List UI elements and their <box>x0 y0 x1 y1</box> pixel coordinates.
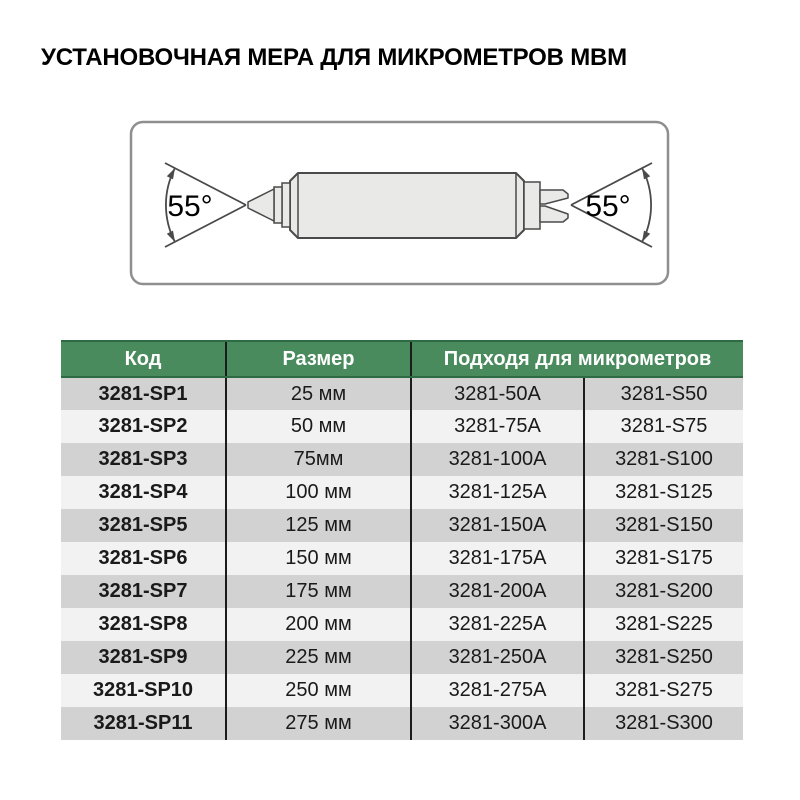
left-angle-lower-line <box>164 204 247 248</box>
size-cell: 125 мм <box>225 509 411 542</box>
left-step-ring-outer <box>281 182 291 228</box>
table-row: 3281-SP11 275 мм 3281-300A 3281-S300 <box>61 707 744 740</box>
micrometer-a-cell: 3281-125A <box>410 476 584 509</box>
micrometer-a-cell: 3281-175A <box>410 542 584 575</box>
table-row: 3281-SP6 150 мм 3281-175A 3281-S175 <box>61 542 744 575</box>
micrometer-a-cell: 3281-50A <box>410 377 584 410</box>
right-arc-bottom-arrow-icon <box>642 230 651 242</box>
left-arc-top-arrow-icon <box>166 168 175 180</box>
micrometer-s-cell: 3281-S175 <box>582 542 744 575</box>
fork-bottom-prong <box>539 205 569 223</box>
right-angle-upper-line <box>570 162 653 206</box>
header-size: Размер <box>225 340 411 378</box>
micrometer-s-cell: 3281-S50 <box>582 377 744 410</box>
micrometer-a-cell: 3281-300A <box>410 707 584 740</box>
header-micrometers: Подходя для микрометров <box>409 340 744 378</box>
micrometer-a-cell: 3281-75A <box>410 410 584 443</box>
code-cell: 3281-SP3 <box>61 443 226 476</box>
size-cell: 100 мм <box>225 476 411 509</box>
setting-standard-diagram: 55° 55° <box>120 110 680 290</box>
table-header-row: Код Размер Подходя для микрометров <box>61 340 744 378</box>
table-body: 3281-SP1 25 мм 3281-50A 3281-S50 3281-SP2 50 … <box>61 377 744 740</box>
code-cell: 3281-SP11 <box>61 707 226 740</box>
code-cell: 3281-SP6 <box>61 542 226 575</box>
micrometer-a-cell: 3281-275A <box>410 674 584 707</box>
micrometer-a-cell: 3281-200A <box>410 575 584 608</box>
size-cell: 250 мм <box>225 674 411 707</box>
code-cell: 3281-SP9 <box>61 641 226 674</box>
micrometer-s-cell: 3281-S125 <box>582 476 744 509</box>
setting-standard-drawing: 55° 55° <box>129 120 670 286</box>
cone-tip <box>247 188 275 222</box>
table-row: 3281-SP1 25 мм 3281-50A 3281-S50 <box>61 377 744 410</box>
cylinder-body <box>289 172 525 239</box>
right-angle-lower-line <box>570 204 653 248</box>
left-angle-callout: 55° <box>164 162 247 248</box>
table-row: 3281-SP9 225 мм 3281-250A 3281-S250 <box>61 641 744 674</box>
fork-top-prong <box>539 189 569 205</box>
spec-table: Код Размер Подходя для микрометров 3281-… <box>61 340 744 740</box>
size-cell: 275 мм <box>225 707 411 740</box>
table-row: 3281-SP7 175 мм 3281-200A 3281-S200 <box>61 575 744 608</box>
micrometer-s-cell: 3281-S300 <box>582 707 744 740</box>
right-arc-top-arrow-icon <box>642 168 651 180</box>
micrometer-a-cell: 3281-225A <box>410 608 584 641</box>
size-cell: 175 мм <box>225 575 411 608</box>
code-cell: 3281-SP5 <box>61 509 226 542</box>
table-row: 3281-SP8 200 мм 3281-225A 3281-S225 <box>61 608 744 641</box>
micrometer-s-cell: 3281-S200 <box>582 575 744 608</box>
micrometer-s-cell: 3281-S250 <box>582 641 744 674</box>
header-code: Код <box>61 340 226 378</box>
micrometer-s-cell: 3281-S225 <box>582 608 744 641</box>
right-step-ring <box>523 181 541 230</box>
size-cell: 150 мм <box>225 542 411 575</box>
left-arc-bottom-arrow-icon <box>166 230 175 242</box>
code-cell: 3281-SP2 <box>61 410 226 443</box>
micrometer-a-cell: 3281-150A <box>410 509 584 542</box>
code-cell: 3281-SP10 <box>61 674 226 707</box>
left-angle-upper-line <box>164 162 247 206</box>
right-angle-callout: 55° <box>570 162 653 248</box>
code-cell: 3281-SP1 <box>61 377 226 410</box>
table-row: 3281-SP3 75мм 3281-100A 3281-S100 <box>61 443 744 476</box>
left-step-ring-inner <box>273 186 283 224</box>
micrometer-a-cell: 3281-250A <box>410 641 584 674</box>
code-cell: 3281-SP4 <box>61 476 226 509</box>
micrometer-s-cell: 3281-S275 <box>582 674 744 707</box>
code-cell: 3281-SP7 <box>61 575 226 608</box>
table-row: 3281-SP4 100 мм 3281-125A 3281-S125 <box>61 476 744 509</box>
size-cell: 25 мм <box>225 377 411 410</box>
table-row: 3281-SP5 125 мм 3281-150A 3281-S150 <box>61 509 744 542</box>
micrometer-s-cell: 3281-S150 <box>582 509 744 542</box>
size-cell: 50 мм <box>225 410 411 443</box>
left-angle-label: 55° <box>167 190 212 223</box>
table-row: 3281-SP10 250 мм 3281-275A 3281-S275 <box>61 674 744 707</box>
size-cell: 75мм <box>225 443 411 476</box>
micrometer-s-cell: 3281-S75 <box>582 410 744 443</box>
code-cell: 3281-SP8 <box>61 608 226 641</box>
size-cell: 200 мм <box>225 608 411 641</box>
size-cell: 225 мм <box>225 641 411 674</box>
micrometer-a-cell: 3281-100A <box>410 443 584 476</box>
right-angle-label: 55° <box>585 190 630 223</box>
page-title: УСТАНОВОЧНАЯ МЕРА ДЛЯ МИКРОМЕТРОВ МВМ <box>41 44 627 71</box>
table-row: 3281-SP2 50 мм 3281-75A 3281-S75 <box>61 410 744 443</box>
micrometer-s-cell: 3281-S100 <box>582 443 744 476</box>
